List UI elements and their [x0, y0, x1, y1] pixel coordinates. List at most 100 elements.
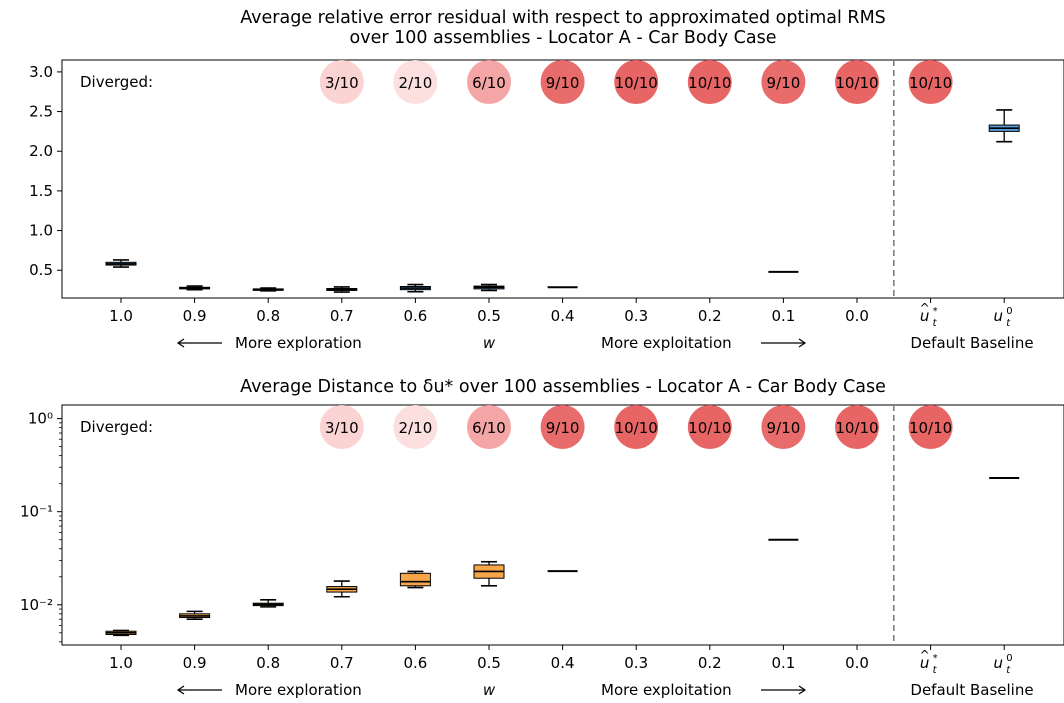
- x-tick-label: 0.2: [698, 654, 722, 672]
- diverged-count: 9/10: [546, 419, 580, 437]
- x-tick-label: 0.4: [551, 654, 575, 672]
- diverged-count: 6/10: [472, 419, 506, 437]
- y-tick-label: 0.5: [29, 261, 53, 279]
- svg-text:0: 0: [1006, 653, 1012, 664]
- diverged-count: 10/10: [688, 74, 731, 92]
- svg-text:^: ^: [920, 648, 930, 662]
- diverged-marker: [908, 405, 953, 449]
- diverged-marker: [761, 60, 806, 104]
- x-axis-label: w: [483, 681, 496, 699]
- svg-text:^: ^: [920, 301, 930, 315]
- svg-text:*: *: [933, 306, 938, 317]
- diverged-count: 9/10: [767, 74, 801, 92]
- y-tick-label: 2.5: [29, 103, 53, 121]
- box-0.6: [399, 283, 431, 293]
- box-0.5: [473, 560, 505, 587]
- x-annotation-exploration: More exploration: [235, 334, 362, 352]
- chart-title: Average Distance to δu* over 100 assembl…: [240, 377, 886, 397]
- x-tick-label: 0.6: [403, 307, 427, 325]
- box-0.9: [179, 610, 211, 621]
- box-u⁰_t: [988, 109, 1020, 143]
- svg-text:u: u: [993, 307, 1003, 325]
- svg-text:t: t: [1006, 665, 1011, 676]
- box-0.7: [326, 580, 358, 598]
- diverged-marker: [614, 405, 659, 449]
- diverged-count: 2/10: [399, 419, 433, 437]
- diverged-count: 10/10: [909, 419, 952, 437]
- arrow-right-head: [798, 338, 807, 348]
- diverged-label: Diverged:: [80, 418, 153, 436]
- x-annotation-baseline: Default Baseline: [910, 334, 1033, 352]
- box-0.7: [326, 286, 358, 293]
- y-tick-label: 2.0: [29, 142, 53, 160]
- x-tick-label: 0.8: [256, 307, 280, 325]
- diverged-count: 10/10: [615, 74, 658, 92]
- svg-text:u: u: [993, 654, 1003, 672]
- diverged-count: 3/10: [325, 419, 359, 437]
- x-annotation-exploration: More exploration: [235, 681, 362, 699]
- diverged-marker: [614, 60, 659, 104]
- box-1.0: [105, 259, 137, 268]
- diverged-marker: [319, 405, 364, 449]
- x-tick-label: 0.4: [551, 307, 575, 325]
- diverged-marker: [540, 60, 585, 104]
- x-tick-label: 0.6: [403, 654, 427, 672]
- svg-text:u: u: [920, 307, 930, 325]
- x-tick-label: 1.0: [109, 654, 133, 672]
- diverged-marker: [908, 60, 953, 104]
- diverged-count: 6/10: [472, 74, 506, 92]
- y-tick-label: 10⁻²: [20, 596, 53, 614]
- x-tick-label: 0.3: [624, 654, 648, 672]
- box-iqr: [399, 572, 431, 587]
- diverged-marker: [393, 60, 438, 104]
- diverged-marker: [835, 60, 879, 104]
- diverged-label: Diverged:: [80, 73, 153, 91]
- box-0.5: [473, 283, 505, 292]
- arrow-right-head: [798, 685, 807, 695]
- diverged-count: 10/10: [835, 419, 878, 437]
- x-annotation-baseline: Default Baseline: [910, 681, 1033, 699]
- x-annotation-exploitation: More exploitation: [601, 334, 732, 352]
- x-tick-label: 0.9: [183, 307, 207, 325]
- diverged-marker: [687, 405, 732, 449]
- diverged-marker: [540, 405, 585, 449]
- chart-subtitle: over 100 assemblies - Locator A - Car Bo…: [350, 28, 777, 48]
- box-1.0: [105, 629, 137, 637]
- x-tick-label: u 0t: [993, 653, 1012, 676]
- x-tick-label: 0.1: [771, 654, 795, 672]
- x-tick-label: 0.3: [624, 307, 648, 325]
- box-0.8: [252, 287, 284, 292]
- diverged-marker: [687, 60, 732, 104]
- x-tick-label: 0.7: [330, 654, 354, 672]
- diverged-marker: [835, 405, 879, 449]
- chart-title: Average relative error residual with res…: [240, 8, 886, 28]
- diverged-count: 10/10: [615, 419, 658, 437]
- x-tick-label: u^ *t: [920, 648, 938, 676]
- x-tick-label: 0.1: [771, 307, 795, 325]
- arrow-left-head: [176, 685, 185, 695]
- x-axis-label: w: [483, 334, 496, 352]
- diverged-marker: [761, 405, 806, 449]
- y-tick-label: 3.0: [29, 63, 53, 81]
- chart-1: Average relative error residual with res…: [29, 8, 1064, 352]
- y-tick-label: 1.0: [29, 222, 53, 240]
- x-tick-label: 0.9: [183, 654, 207, 672]
- svg-text:t: t: [933, 665, 938, 676]
- x-annotation-exploitation: More exploitation: [601, 681, 732, 699]
- x-tick-label: 0.5: [477, 307, 501, 325]
- diverged-marker: [319, 60, 364, 104]
- x-tick-label: 0.0: [845, 307, 869, 325]
- x-tick-label: 0.5: [477, 654, 501, 672]
- x-tick-label: 0.0: [845, 654, 869, 672]
- diverged-count: 10/10: [909, 74, 952, 92]
- x-tick-label: 1.0: [109, 307, 133, 325]
- diverged-marker: [467, 405, 511, 449]
- diverged-count: 10/10: [688, 419, 731, 437]
- arrow-left-head: [176, 338, 185, 348]
- x-tick-label: u^ *t: [920, 301, 938, 329]
- x-tick-label: 0.7: [330, 307, 354, 325]
- x-tick-label: u 0t: [993, 306, 1012, 329]
- svg-text:u: u: [920, 654, 930, 672]
- diverged-marker: [467, 60, 511, 104]
